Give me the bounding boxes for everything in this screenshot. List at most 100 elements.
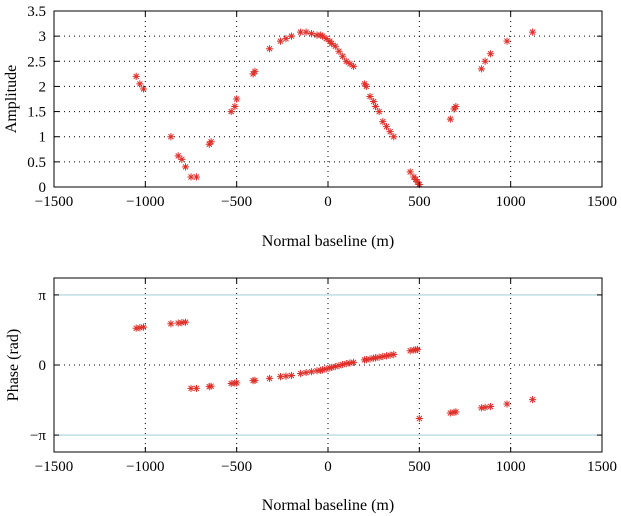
x-tick-label: 1500 — [587, 459, 617, 475]
data-point — [231, 102, 239, 111]
phase-ticks: −1500 −1000 −500 0 500 1000 1500 −π 0 π — [30, 278, 617, 475]
x-tick-label: −1500 — [35, 194, 73, 210]
data-point — [287, 32, 296, 40]
data-point — [233, 95, 241, 103]
y-tick-label: 1.5 — [27, 105, 46, 121]
phase-ylabel: Phase (rad) — [5, 329, 22, 401]
data-point — [139, 85, 148, 93]
y-tick-label: 2.5 — [27, 54, 46, 70]
data-point — [362, 82, 370, 91]
data-point — [251, 376, 259, 384]
phase-grid — [54, 278, 602, 452]
data-point — [282, 372, 290, 380]
data-point — [181, 163, 190, 171]
data-point — [297, 369, 305, 378]
data-point — [317, 31, 325, 39]
phase-reference-lines — [54, 294, 602, 436]
x-tick-label: −1000 — [126, 459, 164, 475]
data-point — [276, 373, 285, 381]
x-tick-label: 0 — [324, 459, 332, 475]
data-point — [366, 92, 374, 101]
data-point — [178, 155, 186, 163]
x-tick-label: 0 — [324, 194, 332, 210]
phase-markers — [132, 318, 537, 423]
data-point — [386, 351, 394, 359]
data-point — [379, 118, 387, 126]
amplitude-ticks: −1500 −1000 −500 0 500 1000 1500 0 0.5 1 1.5 2 2.5 3 3… — [27, 4, 617, 210]
data-point — [227, 107, 235, 116]
data-point — [207, 138, 215, 146]
x-tick-label: 1000 — [496, 459, 526, 475]
data-point — [136, 324, 144, 332]
data-point — [282, 35, 290, 43]
data-point — [313, 31, 321, 39]
x-tick-label: 500 — [408, 194, 431, 210]
y-tick-label: 0 — [39, 358, 47, 374]
y-tick-label: 3 — [39, 29, 47, 45]
y-tick-label: −π — [30, 428, 46, 444]
data-point — [481, 57, 489, 65]
y-tick-label: 0.5 — [27, 155, 46, 171]
data-point — [366, 355, 374, 363]
x-tick-label: 1500 — [587, 194, 617, 210]
data-point — [181, 318, 190, 326]
data-point — [167, 320, 175, 328]
data-point — [342, 57, 350, 65]
data-point — [370, 97, 378, 106]
data-point — [328, 363, 336, 372]
data-point — [132, 324, 140, 332]
data-point — [174, 152, 182, 160]
phase-xlabel: Normal baseline (m) — [262, 497, 394, 514]
x-tick-label: 1000 — [496, 194, 526, 210]
data-point — [318, 366, 327, 374]
data-point — [297, 28, 305, 36]
x-tick-label: −1000 — [126, 194, 164, 210]
data-point — [528, 395, 537, 404]
data-point — [349, 358, 358, 366]
amplitude-ylabel: Amplitude — [3, 65, 20, 133]
data-point — [390, 350, 398, 359]
data-point — [307, 368, 316, 376]
data-point — [503, 400, 511, 408]
data-point — [335, 362, 343, 370]
data-point — [382, 352, 391, 360]
data-point — [386, 128, 394, 136]
data-point — [192, 384, 201, 393]
y-tick-label: 2 — [39, 79, 47, 95]
amplitude-xlabel: Normal baseline (m) — [262, 233, 394, 250]
data-point — [287, 371, 296, 380]
x-tick-label: 500 — [408, 459, 431, 475]
data-point — [328, 40, 336, 48]
data-point — [139, 323, 148, 331]
data-point — [452, 102, 460, 111]
data-point — [265, 45, 274, 53]
data-point — [362, 356, 370, 364]
data-point — [477, 65, 486, 73]
data-point — [276, 37, 285, 45]
x-tick-label: −500 — [221, 194, 252, 210]
data-point — [136, 80, 144, 88]
data-point — [233, 379, 241, 387]
data-point — [413, 345, 422, 353]
data-point — [379, 352, 387, 361]
x-tick-label: −500 — [221, 459, 252, 475]
amplitude-panel: −1500 −1000 −500 0 500 1000 1500 0 0.5 1 1.5 2 2.5 3 3… — [3, 4, 617, 250]
data-point — [302, 368, 310, 377]
data-point — [406, 168, 414, 176]
data-point — [481, 403, 489, 411]
y-tick-label: 3.5 — [27, 4, 46, 20]
data-point — [375, 107, 383, 116]
data-point — [302, 28, 310, 36]
y-tick-label: π — [38, 288, 46, 304]
data-point — [331, 42, 339, 50]
data-point — [382, 123, 391, 131]
data-point — [346, 60, 354, 68]
data-point — [390, 133, 398, 141]
data-point — [406, 347, 414, 355]
data-point — [477, 404, 486, 412]
data-point — [452, 408, 460, 416]
data-point — [167, 133, 175, 141]
data-point — [251, 67, 259, 75]
data-point — [174, 319, 182, 327]
